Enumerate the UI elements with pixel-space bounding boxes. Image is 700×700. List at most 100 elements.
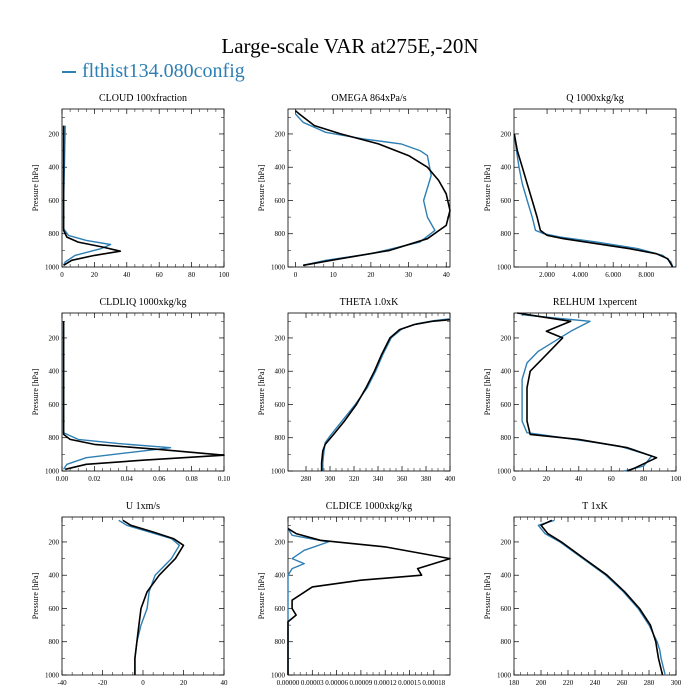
y-axis-label: Pressure [hPa] <box>31 368 40 415</box>
y-tick-label: 400 <box>275 572 286 580</box>
y-tick-label: 600 <box>501 197 512 205</box>
y-tick-label: 800 <box>275 230 286 238</box>
chart-panel-4: CLDLIQ 1000xkg/kg Pressure [hPa] 200 400 600… <box>31 297 231 483</box>
x-tick-label: 0.00000 <box>277 679 300 687</box>
plot-frame <box>287 516 451 676</box>
y-tick-label: 800 <box>49 638 60 646</box>
y-tick-label: 1000 <box>45 468 60 476</box>
y-tick-label: 600 <box>49 401 60 409</box>
panel-title: U 1xm/s <box>126 501 160 512</box>
series-line-control <box>513 133 674 268</box>
y-tick-label: 800 <box>275 434 286 442</box>
series-line-control <box>517 312 658 472</box>
x-tick-label: 60 <box>156 271 164 279</box>
x-tick-label: 40 <box>575 475 583 483</box>
x-tick-label: 6.000 <box>605 271 621 279</box>
y-tick-label: 1000 <box>45 264 60 272</box>
y-tick-label: 1000 <box>497 468 512 476</box>
series-line-control <box>294 110 451 267</box>
legend-label: flthist134.080config <box>82 60 245 82</box>
x-tick-label: 0.00012 <box>374 679 397 687</box>
y-tick-label: 800 <box>49 434 60 442</box>
y-tick-label: 600 <box>275 197 286 205</box>
y-tick-label: 800 <box>501 638 512 646</box>
y-tick-label: 600 <box>49 605 60 613</box>
x-tick-label: 0.08 <box>185 475 198 483</box>
plot-frame <box>61 516 225 676</box>
x-tick-label: 60 <box>608 475 616 483</box>
y-tick-label: 200 <box>501 538 512 546</box>
x-tick-label: 20 <box>91 271 99 279</box>
y-tick-label: 1000 <box>271 468 286 476</box>
y-tick-label: 400 <box>501 164 512 172</box>
x-tick-label: 340 <box>373 475 384 483</box>
x-tick-label: 200 <box>536 679 547 687</box>
y-tick-label: 800 <box>501 434 512 442</box>
x-tick-label: 0.00 <box>56 475 69 483</box>
x-tick-label: 20 <box>543 475 551 483</box>
y-tick-label: 400 <box>275 368 286 376</box>
x-tick-label: 0 <box>294 271 298 279</box>
y-tick-label: 200 <box>501 334 512 342</box>
x-tick-label: 0.10 <box>218 475 231 483</box>
y-tick-label: 1000 <box>497 672 512 680</box>
x-tick-label: 400 <box>445 475 456 483</box>
x-tick-label: 0.00006 <box>325 679 348 687</box>
panel-title: Q 1000xkg/kg <box>566 93 624 104</box>
series-line-case <box>322 318 451 471</box>
panel-title: THETA 1.0xK <box>340 297 399 308</box>
x-tick-label: 40 <box>221 679 229 687</box>
x-tick-label: 20 <box>367 271 375 279</box>
y-axis-label: Pressure [hPa] <box>257 572 266 619</box>
x-tick-label: 0.00018 <box>422 679 445 687</box>
panel-title: OMEGA 864xPa/s <box>331 93 406 104</box>
x-tick-label: 4.000 <box>572 271 588 279</box>
plot-frame <box>513 516 677 676</box>
y-axis-label: Pressure [hPa] <box>31 164 40 211</box>
y-tick-label: 1000 <box>45 672 60 680</box>
x-tick-label: 240 <box>590 679 601 687</box>
y-tick-label: 400 <box>501 572 512 580</box>
x-tick-label: 100 <box>671 475 682 483</box>
x-tick-label: 0 <box>141 679 145 687</box>
panel-title: CLDICE 1000xkg/kg <box>326 501 412 512</box>
x-tick-label: 300 <box>325 475 336 483</box>
x-tick-label: -20 <box>98 679 108 687</box>
x-tick-label: 260 <box>617 679 628 687</box>
x-tick-label: 220 <box>563 679 574 687</box>
y-axis-label: Pressure [hPa] <box>257 368 266 415</box>
x-tick-label: 20 <box>180 679 188 687</box>
y-tick-label: 600 <box>275 401 286 409</box>
x-tick-label: 0.02 <box>88 475 101 483</box>
legend: flthist134.080config <box>62 60 245 83</box>
y-axis-label: Pressure [hPa] <box>483 368 492 415</box>
legend-line-swatch <box>62 71 76 74</box>
series-line-control <box>287 527 451 675</box>
x-tick-label: 280 <box>301 475 312 483</box>
series-line-case <box>513 133 674 268</box>
x-tick-label: 2.000 <box>539 271 555 279</box>
x-tick-label: 0.04 <box>121 475 134 483</box>
plot-frame <box>287 108 451 268</box>
plot-frame <box>513 312 677 472</box>
x-tick-label: 80 <box>640 475 648 483</box>
panel-title: CLDLIQ 1000xkg/kg <box>100 297 187 308</box>
y-tick-label: 600 <box>501 401 512 409</box>
panel-title: CLOUD 100xfraction <box>99 93 187 104</box>
x-tick-label: 40 <box>123 271 131 279</box>
plot-frame <box>287 312 451 472</box>
y-tick-label: 400 <box>49 164 60 172</box>
x-tick-label: 0.00015 <box>398 679 421 687</box>
panel-title: RELHUM 1xpercent <box>553 297 637 308</box>
x-tick-label: -40 <box>57 679 67 687</box>
y-tick-label: 800 <box>501 230 512 238</box>
y-tick-label: 800 <box>49 230 60 238</box>
y-tick-label: 200 <box>49 130 60 138</box>
x-tick-label: 300 <box>671 679 682 687</box>
x-tick-label: 0 <box>60 271 64 279</box>
x-tick-label: 8.000 <box>638 271 654 279</box>
plot-frame <box>513 108 677 268</box>
